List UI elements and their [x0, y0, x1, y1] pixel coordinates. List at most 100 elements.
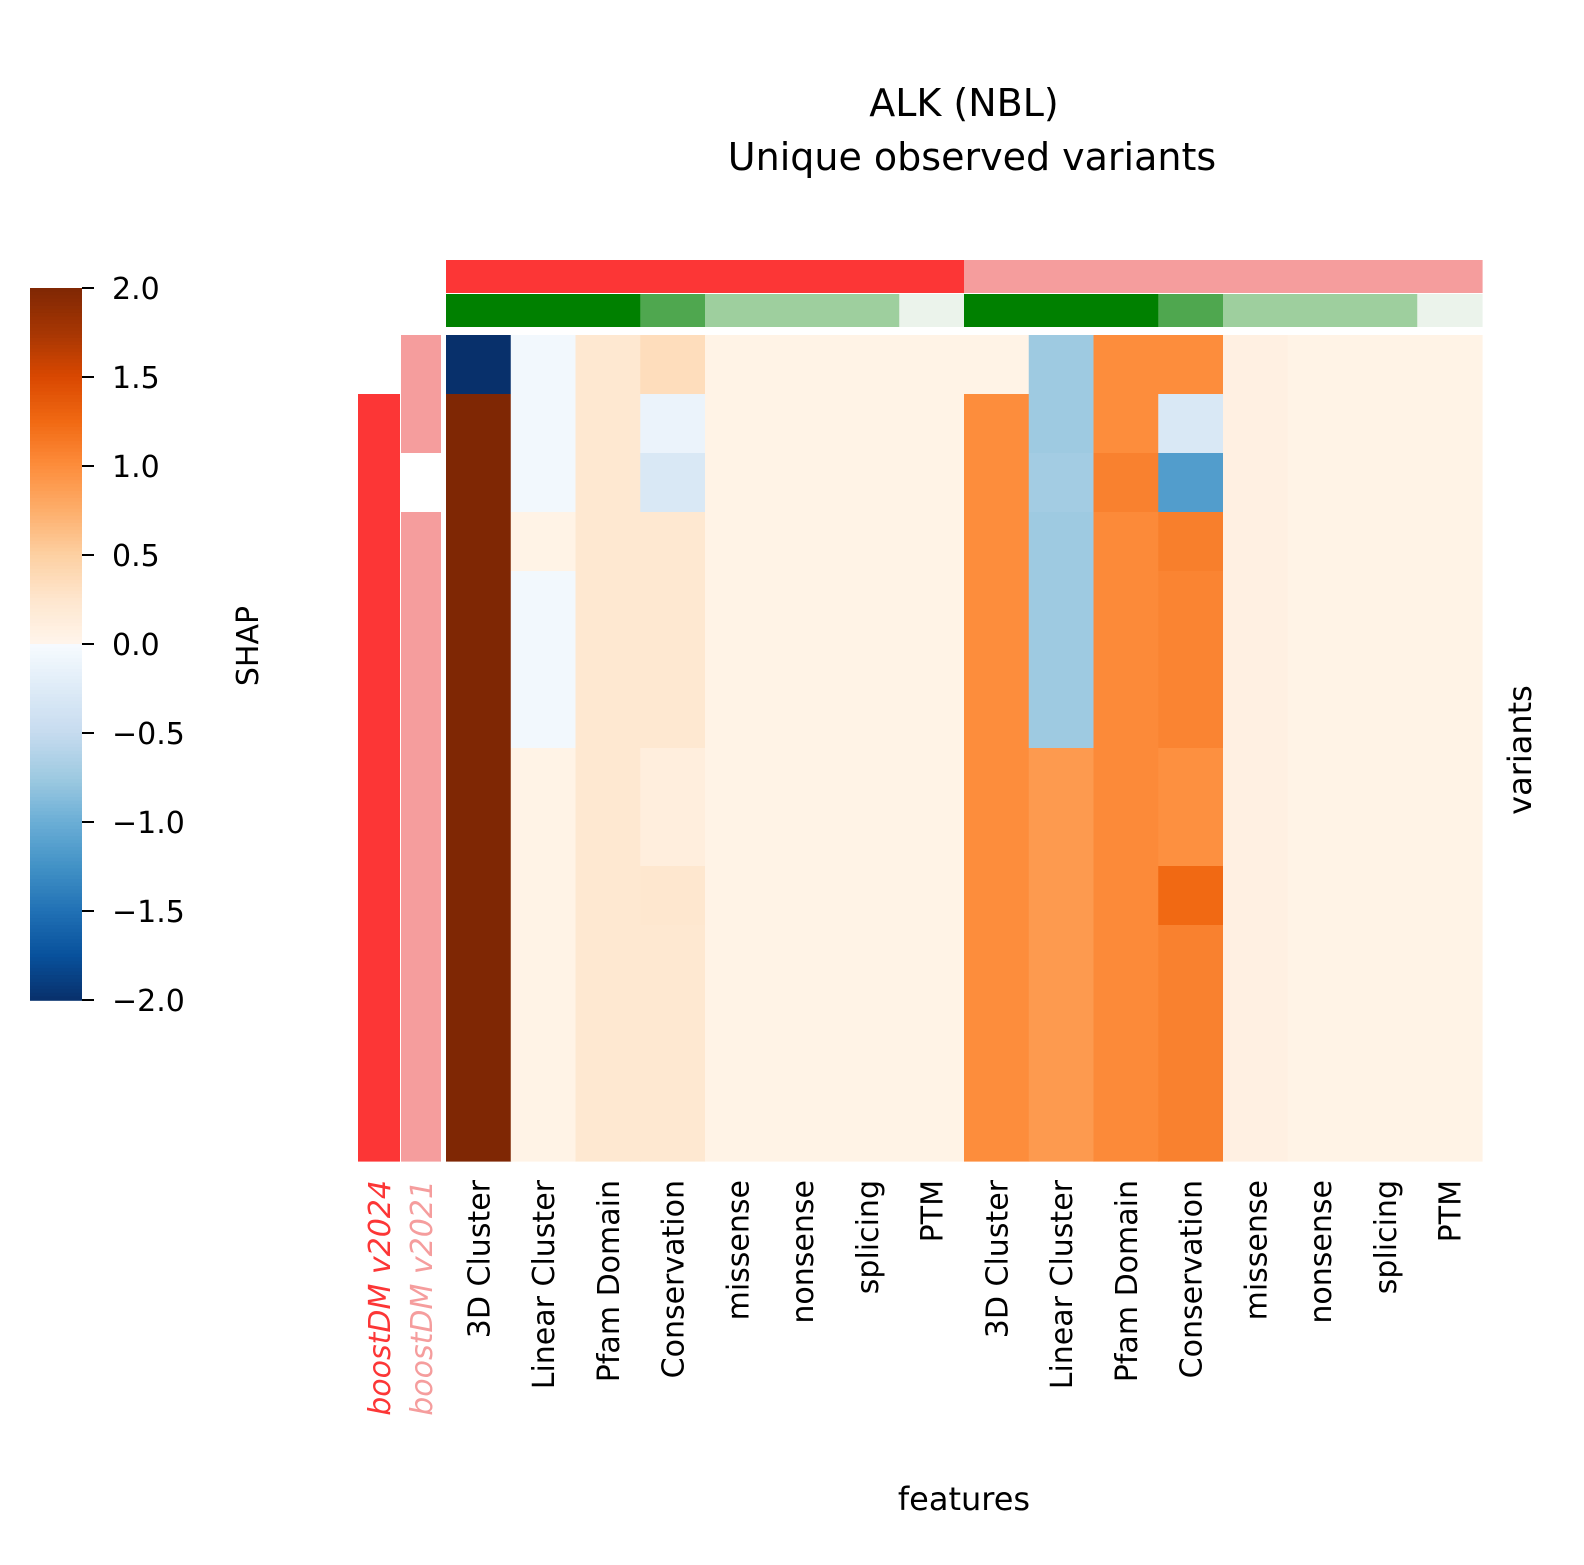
- colorbar-segment: [30, 804, 82, 809]
- heatmap-cell: [1287, 984, 1354, 1044]
- heatmap-cell: [834, 630, 900, 690]
- colorbar-segment: [30, 718, 82, 724]
- model-annotation-cell: [769, 260, 836, 293]
- heatmap-cell: [964, 866, 1030, 926]
- colorbar-segment: [30, 594, 82, 599]
- colorbar-segment: [30, 864, 82, 870]
- x-tick-label: Linear Cluster: [1045, 1179, 1080, 1389]
- heatmap-cell: [1352, 394, 1418, 454]
- heatmap-cell: [510, 925, 577, 985]
- heatmap-cell: [1093, 807, 1159, 867]
- colorbar-segment: [30, 305, 82, 311]
- colorbar-segment: [30, 437, 82, 442]
- heatmap-cell: [899, 335, 965, 395]
- colorbar-segment: [30, 398, 82, 403]
- heatmap-cell: [769, 807, 836, 867]
- colorbar-segment: [30, 540, 82, 546]
- feature-group-annotation-cell: [510, 294, 577, 327]
- y-axis-label: variants: [1501, 685, 1539, 815]
- colorbar-tick-label: 0.5: [112, 539, 160, 574]
- colorbar-segment: [30, 462, 82, 467]
- heatmap-cell: [1417, 453, 1483, 513]
- row-annotation-cell: [358, 335, 400, 395]
- colorbar-segment: [30, 832, 82, 838]
- colorbar-tick-label: −1.0: [112, 806, 185, 841]
- heatmap-cell: [510, 512, 577, 572]
- row-annotation-cell: [401, 1102, 441, 1162]
- heatmap-cell: [769, 748, 836, 808]
- heatmap-cell: [1223, 866, 1289, 926]
- row-annotation-cell: [401, 453, 441, 513]
- row-annotation-cell: [358, 571, 400, 631]
- heatmap-cell: [834, 335, 900, 395]
- heatmap-cell: [705, 1102, 771, 1162]
- feature-group-annotation-cell: [575, 294, 641, 327]
- heatmap-cell: [1417, 925, 1483, 985]
- heatmap-cell: [1158, 984, 1224, 1044]
- heatmap-cell: [1028, 984, 1095, 1044]
- row-annotation-cell: [401, 925, 441, 985]
- colorbar-segment: [30, 708, 82, 713]
- heatmap-cell: [1352, 512, 1418, 572]
- colorbar-segment: [30, 950, 82, 955]
- heatmap-cell: [575, 984, 641, 1044]
- heatmap-cell: [899, 453, 965, 513]
- colorbar-segment: [30, 291, 82, 296]
- heatmap-cell: [575, 394, 641, 454]
- colorbar-segment: [30, 846, 82, 852]
- colorbar-segment: [30, 992, 82, 998]
- heatmap-cell: [769, 984, 836, 1044]
- colorbar-segment: [30, 572, 82, 578]
- colorbar-segment: [30, 797, 82, 802]
- heatmap-cell: [834, 925, 900, 985]
- heatmap-cell: [1028, 748, 1095, 808]
- colorbar-segment: [30, 295, 82, 300]
- colorbar-segment: [30, 686, 82, 692]
- heatmap-cell: [510, 571, 577, 631]
- model-annotation-cell: [1093, 260, 1159, 293]
- colorbar-segment: [30, 850, 82, 855]
- colorbar-segment: [30, 327, 82, 332]
- colorbar-segment: [30, 387, 82, 393]
- heatmap-cell: [1287, 748, 1354, 808]
- heatmap-cell: [899, 689, 965, 749]
- colorbar-segment: [30, 903, 82, 909]
- heatmap-cell: [899, 984, 965, 1044]
- heatmap-cell: [1223, 984, 1289, 1044]
- heatmap-cell: [1417, 807, 1483, 867]
- heatmap-cell: [446, 748, 512, 808]
- heatmap-cell: [705, 984, 771, 1044]
- heatmap-cell: [705, 512, 771, 572]
- colorbar-segment: [30, 672, 82, 677]
- colorbar-segment: [30, 430, 82, 435]
- colorbar-tick-label: 2.0: [112, 272, 160, 307]
- model-annotation-cell: [1158, 260, 1224, 293]
- colorbar-segment: [30, 469, 82, 474]
- colorbar-segment: [30, 604, 82, 610]
- heatmap-cell: [1417, 689, 1483, 749]
- heatmap-cell: [705, 394, 771, 454]
- heatmap-cell: [1287, 630, 1354, 690]
- colorbar-segment: [30, 765, 82, 770]
- row-annotation-cell: [358, 1102, 400, 1162]
- row-annotation-cell: [358, 394, 400, 454]
- heatmap-cell: [575, 807, 641, 867]
- colorbar-segment: [30, 480, 82, 485]
- heatmap-cell: [1223, 630, 1289, 690]
- colorbar-segment: [30, 772, 82, 777]
- heatmap-cell: [1352, 453, 1418, 513]
- heatmap-cell: [769, 1102, 836, 1162]
- heatmap-cell: [1287, 925, 1354, 985]
- heatmap-cell: [446, 512, 512, 572]
- row-annotation-cell: [401, 748, 441, 808]
- colorbar-segment: [30, 362, 82, 368]
- colorbar-segment: [30, 996, 82, 1001]
- heatmap-cell: [1028, 866, 1095, 926]
- heatmap-cell: [446, 689, 512, 749]
- colorbar-segment: [30, 775, 82, 781]
- heatmap-cell: [510, 453, 577, 513]
- heatmap-cell: [834, 1102, 900, 1162]
- heatmap-cell: [964, 630, 1030, 690]
- model-annotation-cell: [899, 260, 965, 293]
